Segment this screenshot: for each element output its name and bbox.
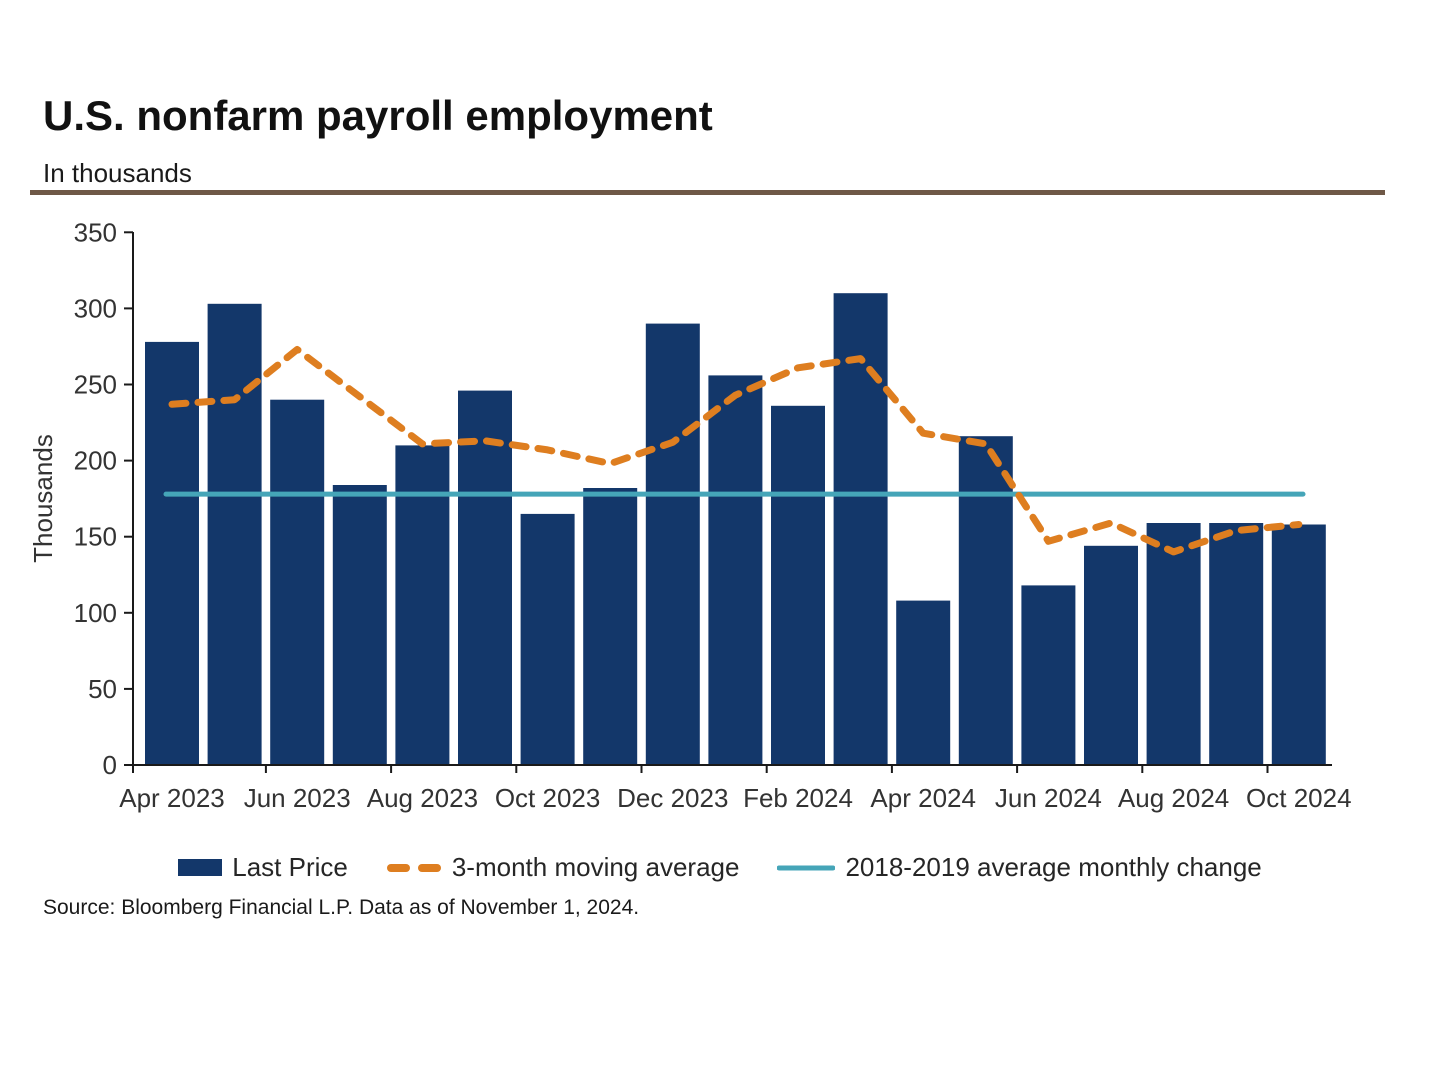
bar-jun-2024 xyxy=(1021,585,1076,765)
x-tick-label: Oct 2023 xyxy=(495,783,601,813)
x-tick-label: Oct 2024 xyxy=(1246,783,1352,813)
bar-jan-2024 xyxy=(708,375,763,765)
bar-sep-2024 xyxy=(1209,523,1264,765)
chart-title: U.S. nonfarm payroll employment xyxy=(43,92,713,139)
y-axis-title: Thousands xyxy=(28,434,58,563)
legend-item-average-change: 2018-2019 average monthly change xyxy=(777,852,1262,883)
y-tick-label: 150 xyxy=(74,522,117,552)
x-tick-label: Jun 2023 xyxy=(244,783,351,813)
x-tick-label: Dec 2023 xyxy=(617,783,728,813)
bar-dec-2023 xyxy=(645,323,700,765)
bar-jul-2023 xyxy=(332,485,387,765)
y-tick-label: 0 xyxy=(103,750,117,780)
bar-may-2023 xyxy=(207,303,262,765)
bar-aug-2023 xyxy=(395,445,450,765)
x-tick-label: Apr 2023 xyxy=(119,783,225,813)
x-tick-label: Aug 2023 xyxy=(367,783,478,813)
bar-feb-2024 xyxy=(771,405,825,765)
moving-average-dash-icon xyxy=(386,863,442,873)
bar-apr-2023 xyxy=(145,341,199,765)
header-divider-rule xyxy=(30,190,1385,195)
y-tick-label: 100 xyxy=(74,598,117,628)
average-change-line-icon xyxy=(777,863,836,873)
legend-label-average-change: 2018-2019 average monthly change xyxy=(845,852,1262,882)
x-tick-label: Apr 2024 xyxy=(870,783,976,813)
bar-oct-2024 xyxy=(1271,524,1326,765)
x-tick-label: Aug 2024 xyxy=(1118,783,1229,813)
moving-average-line xyxy=(168,346,1303,556)
bar-sep-2023 xyxy=(458,390,512,765)
legend-label-moving-average: 3-month moving average xyxy=(451,852,740,882)
y-tick-label: 300 xyxy=(74,293,117,323)
chart-legend: Last Price 3-month moving average 2018-2… xyxy=(0,852,1440,883)
legend-item-moving-average: 3-month moving average xyxy=(386,852,740,883)
bar-nov-2023 xyxy=(583,488,638,765)
bar-jun-2023 xyxy=(270,399,325,765)
source-attribution: Source: Bloomberg Financial L.P. Data as… xyxy=(43,896,640,919)
legend-item-last-price: Last Price xyxy=(178,852,348,883)
bar-oct-2023 xyxy=(520,513,575,765)
y-tick-label: 250 xyxy=(74,370,117,400)
legend-label-last-price: Last Price xyxy=(232,852,348,882)
bar-may-2024 xyxy=(958,436,1013,765)
bar-apr-2024 xyxy=(896,600,951,765)
last-price-swatch-icon xyxy=(178,859,223,876)
bar-jul-2024 xyxy=(1084,545,1138,765)
bar-aug-2024 xyxy=(1146,523,1201,765)
chart-subtitle: In thousands xyxy=(43,158,192,188)
x-tick-label: Jun 2024 xyxy=(995,783,1102,813)
y-tick-label: 350 xyxy=(74,217,117,247)
y-tick-label: 50 xyxy=(88,674,117,704)
bar-mar-2024 xyxy=(833,293,888,765)
y-tick-label: 200 xyxy=(74,446,117,476)
x-tick-label: Feb 2024 xyxy=(743,783,853,813)
payroll-bar-chart: 0 50 100 150 200 250 300 350 Thousands Apr 2023 Ju… xyxy=(28,217,1352,813)
